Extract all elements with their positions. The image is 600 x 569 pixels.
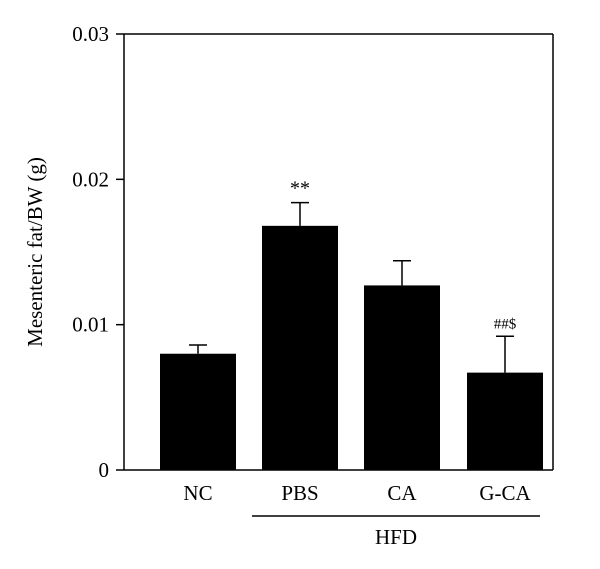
x-category-label: CA	[387, 481, 417, 505]
y-tick-label: 0	[99, 458, 110, 482]
bar-g-ca	[467, 372, 543, 470]
bar-ca	[364, 285, 440, 470]
significance-label: **	[290, 178, 310, 200]
group-label: HFD	[375, 525, 417, 549]
significance-label: ##$	[494, 316, 517, 332]
bar-pbs	[262, 225, 338, 470]
y-tick-label: 0.03	[72, 22, 109, 46]
plot-area: 0 0.01 0.02 0.03 NC ** PBS CA ##$ G-CA HFD	[72, 22, 554, 549]
bar-nc	[160, 353, 236, 470]
y-tick-label: 0.01	[72, 313, 109, 337]
x-category-label: G-CA	[479, 481, 531, 505]
y-tick-label: 0.02	[72, 167, 109, 191]
y-axis-label: Mesenteric fat/BW (g)	[23, 157, 47, 347]
x-category-label: PBS	[281, 481, 318, 505]
x-category-label: NC	[183, 481, 212, 505]
